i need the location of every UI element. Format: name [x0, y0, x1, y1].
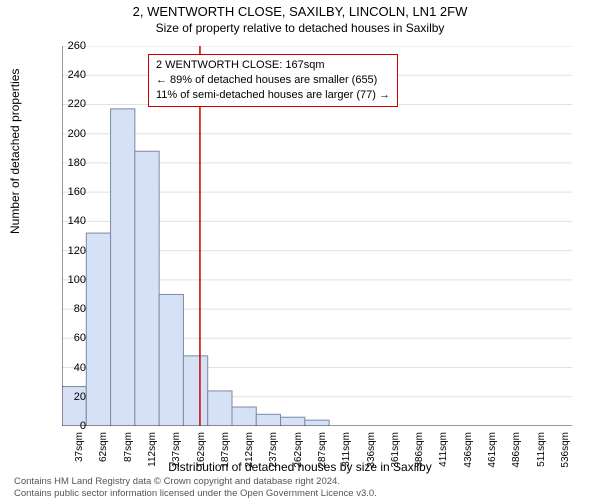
chart-subtitle: Size of property relative to detached ho… — [0, 21, 600, 35]
footer-line2: Contains public sector information licen… — [14, 488, 377, 500]
x-tick-label: 536sqm — [560, 432, 571, 482]
x-tick-label: 311sqm — [341, 432, 352, 482]
x-tick-label: 37sqm — [74, 432, 85, 482]
y-tick-label: 240 — [56, 69, 86, 81]
x-tick-label: 87sqm — [123, 432, 134, 482]
y-tick-label: 200 — [56, 128, 86, 140]
x-tick-label: 187sqm — [220, 432, 231, 482]
x-tick-label: 112sqm — [147, 432, 158, 482]
x-tick-label: 436sqm — [463, 432, 474, 482]
y-tick-label: 40 — [56, 362, 86, 374]
callout-line3: 11% of semi-detached houses are larger (… — [156, 88, 390, 103]
footer-line1: Contains HM Land Registry data © Crown c… — [14, 476, 377, 488]
y-tick-label: 80 — [56, 303, 86, 315]
page-title: 2, WENTWORTH CLOSE, SAXILBY, LINCOLN, LN… — [0, 4, 600, 19]
x-tick-label: 361sqm — [390, 432, 401, 482]
x-tick-label: 262sqm — [293, 432, 304, 482]
y-tick-label: 180 — [56, 157, 86, 169]
x-axis-label: Distribution of detached houses by size … — [0, 460, 600, 474]
x-tick-label: 486sqm — [511, 432, 522, 482]
y-tick-label: 120 — [56, 245, 86, 257]
callout-line2: ← 89% of detached houses are smaller (65… — [156, 73, 390, 88]
x-tick-label: 137sqm — [171, 432, 182, 482]
y-tick-label: 60 — [56, 332, 86, 344]
y-tick-label: 100 — [56, 274, 86, 286]
y-tick-label: 260 — [56, 40, 86, 52]
y-tick-label: 140 — [56, 215, 86, 227]
x-tick-label: 386sqm — [414, 432, 425, 482]
x-tick-label: 287sqm — [317, 432, 328, 482]
y-tick-label: 20 — [56, 391, 86, 403]
x-tick-label: 411sqm — [438, 432, 449, 482]
chart-container: 2, WENTWORTH CLOSE, SAXILBY, LINCOLN, LN… — [0, 4, 600, 504]
y-tick-label: 220 — [56, 98, 86, 110]
y-axis-label: Number of detached properties — [8, 69, 22, 234]
x-tick-label: 212sqm — [244, 432, 255, 482]
footer-text: Contains HM Land Registry data © Crown c… — [14, 476, 377, 500]
x-tick-label: 162sqm — [196, 432, 207, 482]
chart-area: 2 WENTWORTH CLOSE: 167sqm ← 89% of detac… — [62, 46, 572, 426]
x-tick-label: 461sqm — [487, 432, 498, 482]
x-tick-label: 511sqm — [536, 432, 547, 482]
callout-box: 2 WENTWORTH CLOSE: 167sqm ← 89% of detac… — [148, 54, 398, 107]
callout-line1: 2 WENTWORTH CLOSE: 167sqm — [156, 58, 390, 73]
y-tick-label: 160 — [56, 186, 86, 198]
x-tick-label: 336sqm — [366, 432, 377, 482]
x-tick-label: 237sqm — [268, 432, 279, 482]
y-tick-label: 0 — [56, 420, 86, 432]
x-tick-label: 62sqm — [98, 432, 109, 482]
